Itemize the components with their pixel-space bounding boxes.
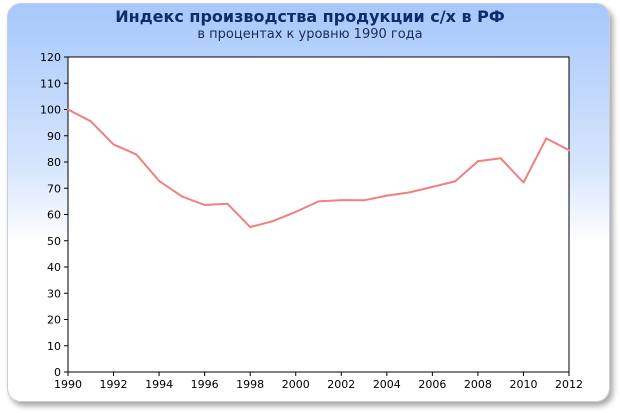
y-tick-label: 40 (47, 261, 61, 274)
y-tick-label: 0 (54, 366, 61, 379)
y-tick-label: 110 (40, 77, 61, 90)
data-point (317, 200, 320, 203)
x-tick-label: 2002 (327, 378, 355, 391)
data-point (67, 108, 69, 111)
data-point (454, 180, 457, 183)
data-point (294, 210, 297, 213)
x-tick-label: 1990 (54, 378, 82, 391)
data-point (476, 160, 479, 163)
x-tick-label: 1992 (100, 378, 128, 391)
y-tick-label: 70 (47, 182, 61, 195)
y-tick-label: 80 (47, 156, 61, 169)
data-point (568, 149, 570, 152)
y-tick-label: 100 (40, 104, 61, 117)
data-point (499, 157, 502, 160)
data-point (112, 143, 115, 146)
series-layer (67, 108, 570, 229)
data-point (431, 185, 434, 188)
x-tick-label: 1994 (145, 378, 173, 391)
x-tick-label: 1998 (236, 378, 264, 391)
data-point (158, 179, 161, 182)
y-tick-label: 10 (47, 340, 61, 353)
data-point (408, 191, 411, 194)
x-axis: 1990 1992 1994 1996 1998 2000 2002 2004 2006 2008… (54, 372, 583, 391)
x-tick-label: 2004 (373, 378, 401, 391)
x-tick-label: 2012 (555, 378, 583, 391)
x-tick-label: 2010 (509, 378, 537, 391)
y-tick-label: 60 (47, 209, 61, 222)
data-point (249, 226, 252, 229)
data-point (89, 120, 92, 123)
data-point (203, 204, 206, 206)
chart-subtitle: в процентах к уровню 1990 года (197, 27, 423, 42)
x-tick-label: 2000 (282, 378, 310, 391)
x-tick-label: 2008 (464, 378, 492, 391)
y-tick-label: 20 (47, 314, 61, 327)
data-point (226, 202, 229, 205)
y-tick-label: 90 (47, 130, 61, 143)
data-point (545, 137, 548, 140)
data-point (340, 199, 343, 202)
plot-area (67, 56, 570, 373)
data-point (385, 194, 388, 197)
y-tick-label: 120 (40, 51, 61, 64)
chart-title: Индекс производства продукции с/х в РФ (115, 7, 505, 26)
data-point (363, 199, 365, 202)
data-point (180, 195, 183, 198)
x-tick-label: 1996 (191, 378, 219, 391)
data-point (135, 153, 138, 156)
y-tick-label: 30 (47, 287, 61, 300)
y-axis: 0 10 20 30 40 50 60 70 80 90 100 110 120 (40, 51, 68, 379)
y-tick-label: 50 (47, 235, 61, 248)
data-point (522, 181, 525, 184)
data-point (272, 220, 274, 223)
x-tick-label: 2006 (418, 378, 446, 391)
